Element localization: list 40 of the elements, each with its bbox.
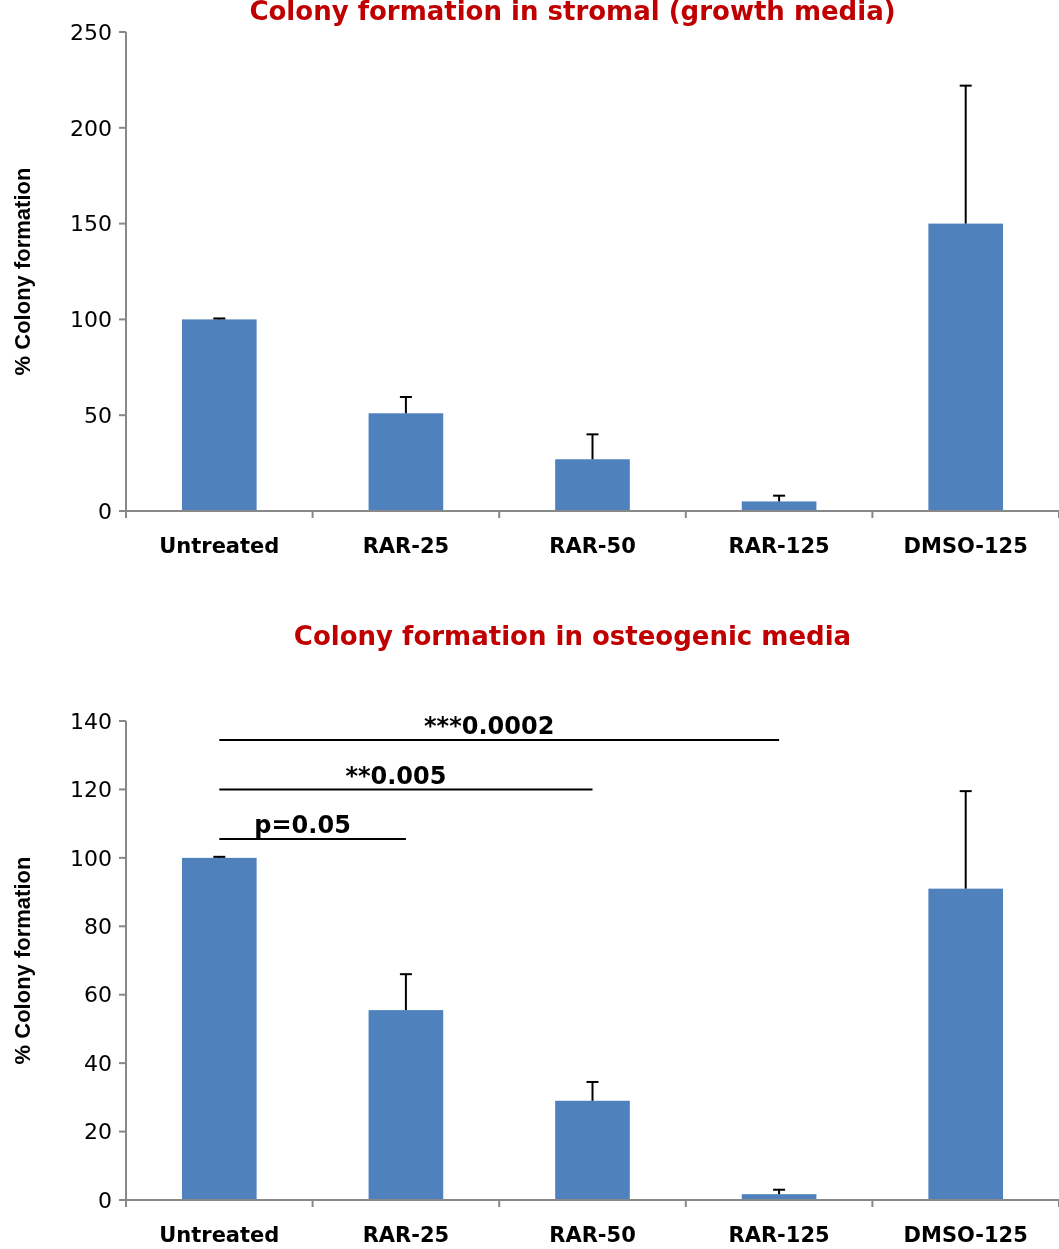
x-tick-label: DMSO-125 [903,534,1028,558]
bar [555,459,630,511]
y-tick-label: 100 [70,845,112,871]
y-tick-label: 0 [98,1187,112,1213]
bar [181,857,257,1200]
y-tick-label: 0 [98,498,112,524]
x-tick-label: RAR-125 [728,1223,830,1247]
y-tick-label: 200 [70,115,112,141]
y-tick-label: 20 [84,1119,112,1145]
bar [928,888,1004,1200]
x-tick-label: RAR-125 [728,534,830,558]
annotation: **0.005 [345,761,447,790]
annotation: ***0.0002 [424,712,555,740]
x-tick-label: RAR-50 [549,534,636,558]
bar [368,1010,444,1200]
y-tick-label: 60 [84,982,112,1008]
y-tick-label: 120 [70,777,112,803]
bar [181,319,257,511]
y-tick-label: 140 [70,708,112,734]
x-tick-label: DMSO-125 [903,1223,1028,1247]
y-axis-title: % Colony formation [10,856,35,1065]
annotation: p=0.05 [254,811,351,839]
y-tick-label: 50 [84,402,112,428]
y-tick-label: 80 [84,913,112,939]
y-tick-label: 100 [70,307,112,333]
chart-title: Colony formation in osteogenic media [293,621,852,651]
bar [741,501,817,511]
chart-title: Colony formation in stromal (growth media) [249,0,896,26]
y-tick-label: 40 [84,1050,112,1076]
x-tick-label: Untreated [159,1223,280,1247]
bar [928,223,1004,511]
x-tick-label: Untreated [159,534,280,558]
x-tick-label: RAR-25 [362,534,450,558]
bar [555,1100,630,1200]
x-tick-label: RAR-25 [362,1223,450,1247]
y-tick-label: 250 [70,19,112,45]
bar [368,413,444,511]
y-axis-title: % Colony formation [10,167,35,376]
y-tick-label: 150 [70,211,112,237]
x-tick-label: RAR-50 [549,1223,636,1247]
